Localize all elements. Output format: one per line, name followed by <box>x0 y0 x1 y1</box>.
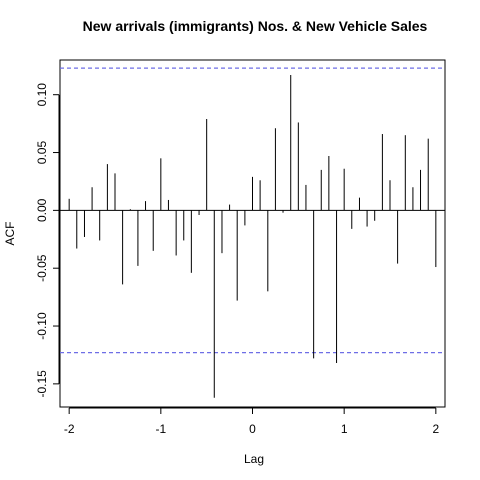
x-tick-label: 0 <box>249 422 256 436</box>
x-axis-label: Lag <box>244 452 264 466</box>
x-tick-label: -1 <box>155 422 166 436</box>
y-tick-label: 0.05 <box>35 141 49 165</box>
y-tick-label: 0.10 <box>35 83 49 107</box>
chart-title: New arrivals (immigrants) Nos. & New Veh… <box>83 18 428 34</box>
y-axis-label: ACF <box>3 222 17 246</box>
y-tick-label: -0.10 <box>35 312 49 340</box>
plot-area-border <box>59 59 446 408</box>
y-tick-label: -0.05 <box>35 254 49 282</box>
x-tick-label: 2 <box>432 422 439 436</box>
y-tick-label: -0.15 <box>35 370 49 398</box>
y-tick-label: 0.00 <box>35 198 49 222</box>
x-tick-label: -2 <box>64 422 75 436</box>
acf-bars <box>60 67 445 398</box>
axes: -2 -1 0 1 2 -0.15 -0.10 -0.05 0.00 0.05 0.10 <box>35 83 439 436</box>
x-tick-label: 1 <box>341 422 348 436</box>
